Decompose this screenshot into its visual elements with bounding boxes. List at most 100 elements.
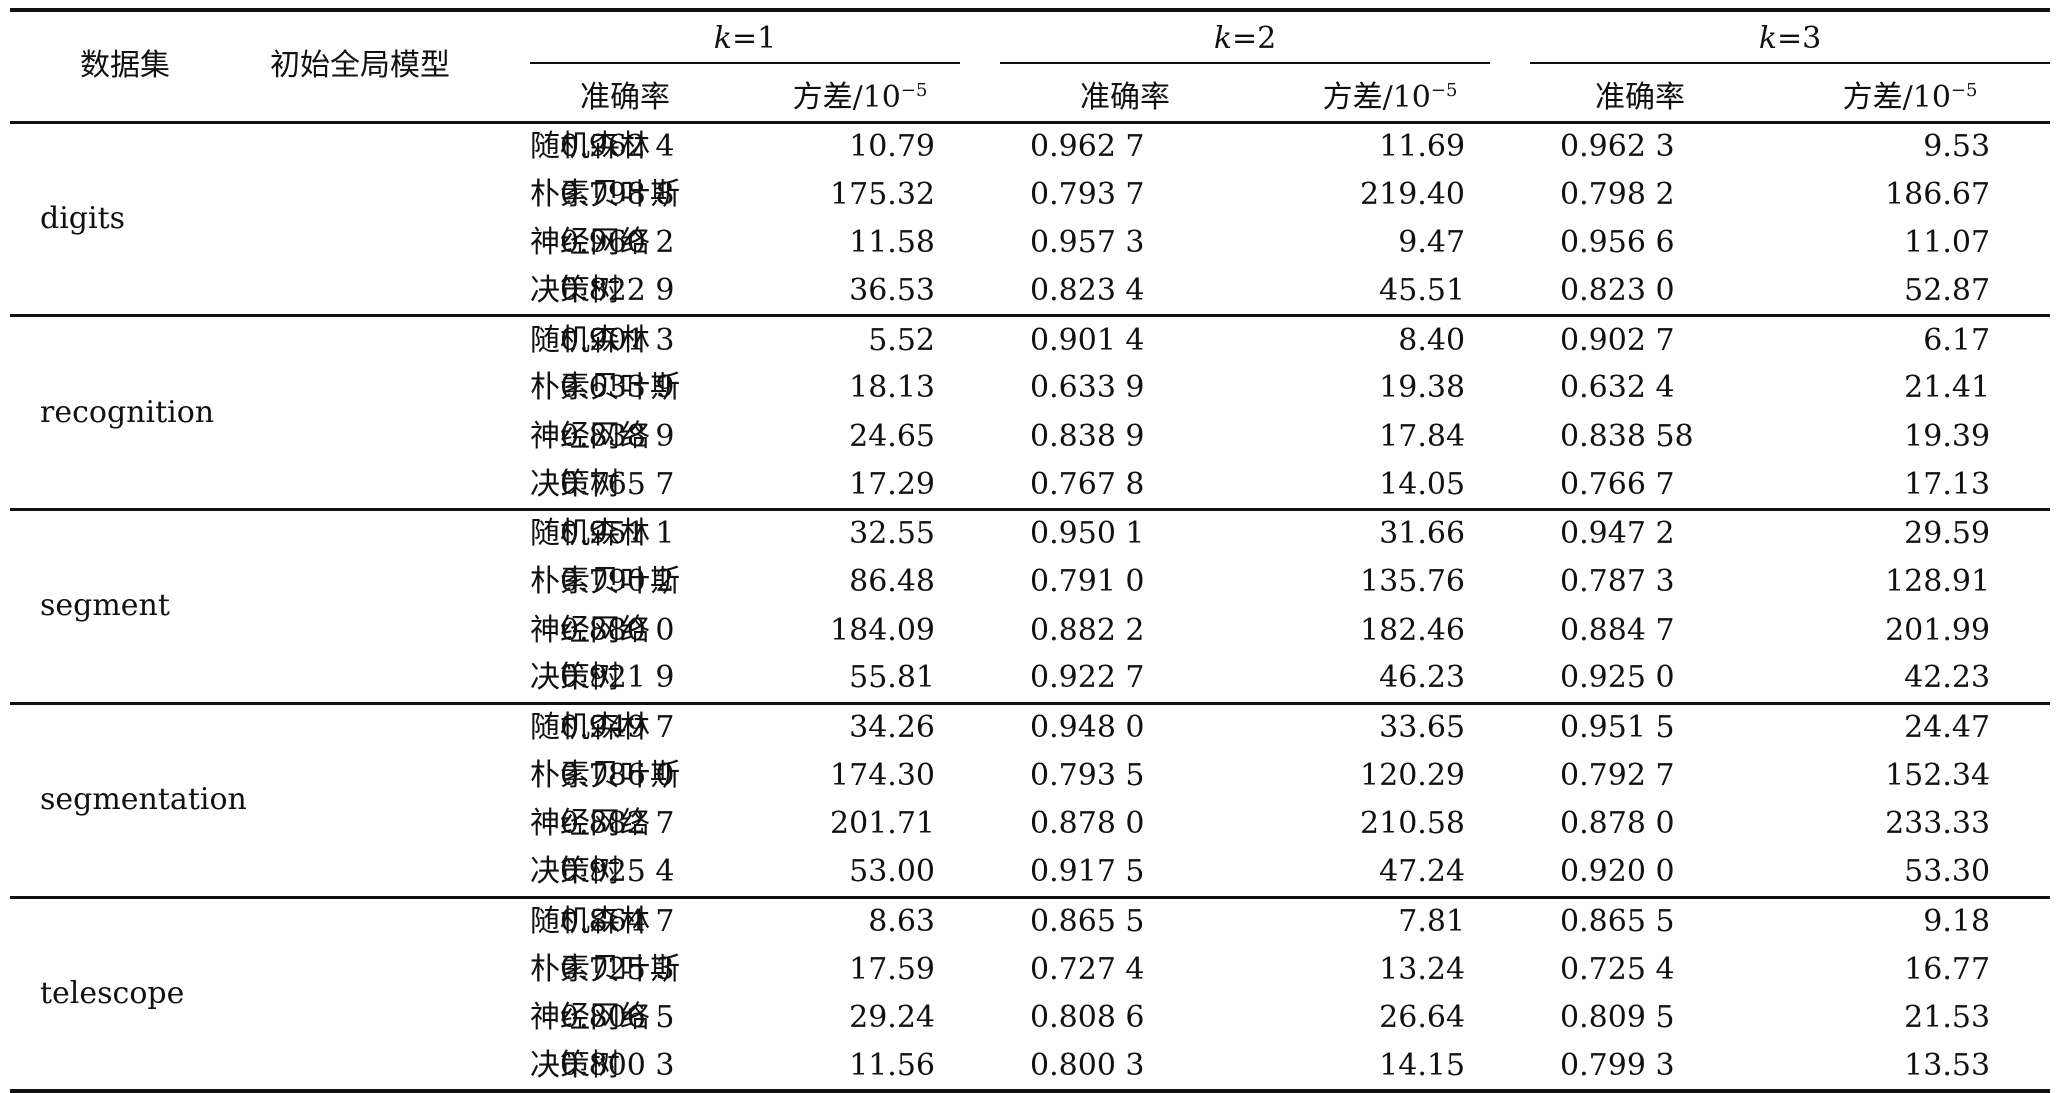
variance-cell: 17.59 bbox=[849, 951, 936, 987]
variance-cell: 10.79 bbox=[849, 128, 936, 164]
model-cell: 朴素贝叶斯 bbox=[530, 757, 680, 793]
table-row: 决策树 0.925 4 53.00 0.917 5 47.24 0.920 0 53.30 bbox=[10, 849, 2050, 897]
table-row: 神经网络 0.880 0 184.09 0.882 2 182.46 0.884 7 201… bbox=[10, 606, 2050, 654]
header-k2-variance-exp: −5 bbox=[1430, 80, 1458, 102]
model-cell: 神经网络 bbox=[530, 418, 650, 454]
accuracy-cell: 0.920 0 bbox=[1560, 854, 1675, 890]
table-row: segment 随机森林 0.951 1 32.55 0.950 1 31.66 0.947… bbox=[10, 507, 2051, 704]
variance-cell: 16.77 bbox=[1904, 951, 1991, 987]
accuracy-cell: 0.951 1 bbox=[510, 507, 740, 558]
variance-cell: 19.39 bbox=[1904, 418, 1991, 454]
accuracy-cell: 0.865 5 bbox=[980, 895, 1271, 946]
model-cell: 神经网络 bbox=[530, 612, 650, 648]
accuracy-cell: 0.791 0 bbox=[1030, 564, 1145, 600]
table-row: 神经网络 0.882 7 201.71 0.878 0 210.58 0.878 0 233… bbox=[10, 800, 2050, 848]
header-k1-value: =1 bbox=[731, 20, 777, 56]
table-row: 神经网络 0.960 2 11.58 0.957 3 9.47 0.956 6 11.07 bbox=[10, 219, 2050, 267]
header-dataset: 数据集 bbox=[10, 8, 250, 124]
header-k1-symbol: k bbox=[713, 20, 732, 56]
model-cell: 决策树 bbox=[530, 854, 620, 890]
variance-cell: 52.87 bbox=[1904, 272, 1991, 308]
accuracy-cell: 0.962 4 bbox=[560, 128, 675, 164]
variance-cell: 45.51 bbox=[1379, 272, 1466, 308]
variance-cell: 53.00 bbox=[849, 854, 936, 890]
variance-cell: 42.23 bbox=[1904, 660, 1991, 696]
model-cell: 朴素贝叶斯 bbox=[530, 176, 680, 212]
accuracy-cell: 0.960 2 bbox=[560, 225, 675, 261]
header-row-top: 数据集 初始全局模型 k=1 k=2 k=3 bbox=[10, 8, 2051, 124]
accuracy-cell: 0.725 3 bbox=[560, 951, 675, 987]
dataset-cell: digits bbox=[40, 200, 126, 236]
header-k3-symbol: k bbox=[1758, 20, 1778, 56]
accuracy-cell: 0.962 3 bbox=[1560, 128, 1675, 164]
model-cell: 随机森林 bbox=[250, 314, 650, 365]
model-cell: 神经网络 bbox=[530, 806, 650, 842]
variance-cell: 152.34 bbox=[1885, 757, 1991, 793]
table-row: 决策树 0.765 7 17.29 0.767 8 14.05 0.766 7 17.13 bbox=[10, 461, 2050, 509]
variance-cell: 11.07 bbox=[1904, 225, 1991, 261]
header-k1-accuracy: 准确率 bbox=[510, 75, 740, 124]
accuracy-cell: 0.882 2 bbox=[1030, 612, 1145, 648]
model-cell: 随机森林 bbox=[530, 128, 650, 164]
model-cell: 决策树 bbox=[250, 1042, 620, 1093]
table-row: 决策树 0.800 3 11.56 0.800 3 14.15 0.799 3 13.53 bbox=[10, 1042, 2051, 1093]
accuracy-cell: 0.727 4 bbox=[1030, 951, 1145, 987]
variance-cell: 9.18 bbox=[1770, 895, 2051, 946]
header-row-sub: 准确率 方差/10−5 准确率 方差/10−5 准确率 方差/10−5 bbox=[10, 75, 2051, 124]
model-cell: 朴素贝叶斯 bbox=[530, 951, 680, 987]
table-row: 神经网络 0.838 9 24.65 0.838 9 17.84 0.838 58 19.3… bbox=[10, 413, 2050, 461]
accuracy-cell: 0.865 5 bbox=[1510, 895, 1771, 946]
accuracy-cell: 0.901 4 bbox=[980, 314, 1271, 365]
variance-cell: 174.30 bbox=[830, 757, 936, 793]
variance-cell: 34.26 bbox=[740, 701, 981, 752]
variance-cell: 24.47 bbox=[1770, 701, 2051, 752]
results-table: 数据集 初始全局模型 k=1 k=2 k=3 准确率 方差/10−5 准确率 方… bbox=[10, 8, 2051, 1093]
table-header: 数据集 初始全局模型 k=1 k=2 k=3 准确率 方差/10−5 准确率 方… bbox=[10, 8, 2051, 124]
header-k3-variance: 方差/10−5 bbox=[1770, 75, 2051, 124]
header-k3-variance-label: 方差/10 bbox=[1842, 80, 1951, 116]
accuracy-cell: 0.792 7 bbox=[1560, 757, 1675, 793]
variance-cell: 21.53 bbox=[1904, 1000, 1991, 1036]
accuracy-cell: 0.948 0 bbox=[980, 701, 1271, 752]
model-cell: 随机森林 bbox=[250, 895, 650, 946]
accuracy-cell: 0.790 2 bbox=[560, 564, 675, 600]
table-row: 决策树 0.921 9 55.81 0.922 7 46.23 0.925 0 42.23 bbox=[10, 655, 2050, 703]
accuracy-cell: 0.808 6 bbox=[1030, 1000, 1145, 1036]
dataset-cell: telescope bbox=[10, 895, 250, 1093]
accuracy-cell: 0.921 9 bbox=[560, 660, 675, 696]
accuracy-cell: 0.766 7 bbox=[1560, 466, 1675, 502]
accuracy-cell: 0.922 7 bbox=[1030, 660, 1145, 696]
variance-cell: 13.24 bbox=[1379, 951, 1466, 987]
variance-cell: 201.71 bbox=[830, 806, 936, 842]
model-cell: 决策树 bbox=[530, 272, 620, 308]
variance-cell: 120.29 bbox=[1360, 757, 1466, 793]
accuracy-cell: 0.884 7 bbox=[1560, 612, 1675, 648]
accuracy-cell: 0.838 9 bbox=[560, 418, 675, 454]
variance-cell: 55.81 bbox=[849, 660, 936, 696]
accuracy-cell: 0.925 4 bbox=[560, 854, 675, 890]
variance-cell: 19.38 bbox=[1379, 370, 1466, 406]
accuracy-cell: 0.786 0 bbox=[560, 757, 675, 793]
accuracy-cell: 0.917 5 bbox=[1030, 854, 1145, 890]
dataset-cell: segmentation bbox=[10, 701, 250, 897]
header-k3-accuracy: 准确率 bbox=[1510, 75, 1771, 124]
variance-cell: 233.33 bbox=[1885, 806, 1991, 842]
header-k3-variance-exp: −5 bbox=[1950, 80, 1978, 102]
variance-cell: 24.65 bbox=[849, 418, 936, 454]
accuracy-cell: 0.798 2 bbox=[1560, 176, 1675, 212]
dataset-cell: segment bbox=[10, 508, 250, 704]
header-k3: k=3 bbox=[1510, 8, 2051, 75]
table-row: 朴素贝叶斯 0.786 0 174.30 0.793 5 120.29 0.792 7 15… bbox=[10, 752, 2050, 800]
table-row: 朴素贝叶斯 0.633 9 18.13 0.633 9 19.38 0.632 4 21.4… bbox=[10, 364, 2050, 412]
variance-cell: 8.63 bbox=[740, 895, 981, 946]
accuracy-cell: 0.962 7 bbox=[1030, 128, 1145, 164]
variance-cell: 47.24 bbox=[1379, 854, 1466, 890]
accuracy-cell: 0.902 7 bbox=[1510, 314, 1771, 365]
model-cell: 决策树 bbox=[530, 660, 620, 696]
accuracy-cell: 0.878 0 bbox=[1560, 806, 1675, 842]
header-k3-value: =3 bbox=[1777, 20, 1822, 56]
variance-cell: 11.56 bbox=[740, 1042, 981, 1093]
accuracy-cell: 0.633 9 bbox=[1030, 370, 1145, 406]
accuracy-cell: 0.823 0 bbox=[1560, 272, 1675, 308]
accuracy-cell: 0.949 7 bbox=[510, 701, 740, 752]
